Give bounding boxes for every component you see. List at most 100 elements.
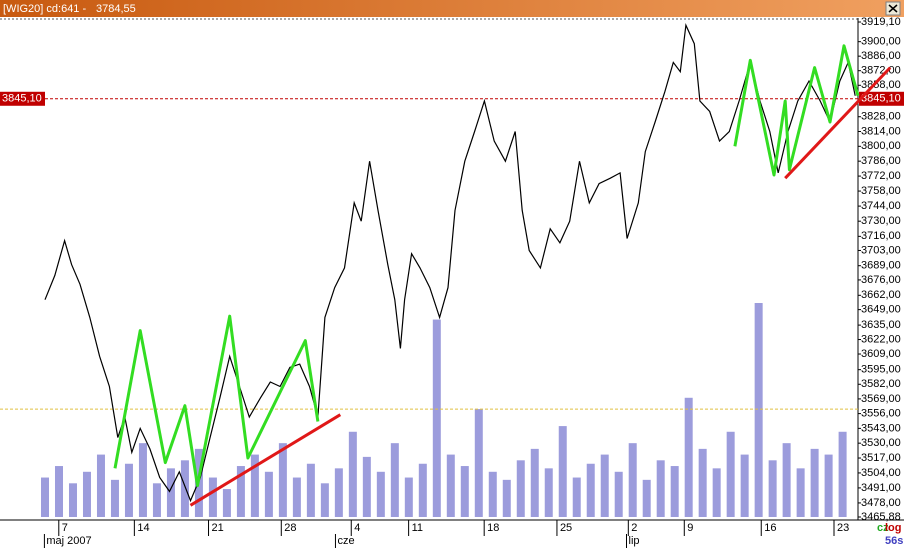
volume-bar <box>810 448 819 517</box>
y-tick-label: 3919,10 <box>861 16 901 28</box>
volume-bar <box>138 443 147 517</box>
volume-bar <box>334 468 343 517</box>
level-label-box <box>0 91 45 106</box>
volume-bar <box>600 454 609 517</box>
volume-bar <box>488 471 497 517</box>
level-label: 3845,10 <box>861 93 901 105</box>
volume-bar <box>432 319 441 517</box>
y-tick-label: 3858,00 <box>861 79 901 91</box>
y-tick-label: 3800,00 <box>861 140 901 152</box>
title-bar <box>0 0 904 17</box>
y-tick-label: 3635,00 <box>861 319 901 331</box>
y-tick-label: 3504,00 <box>861 467 901 479</box>
trend-line <box>113 314 320 488</box>
y-tick-label: 3609,00 <box>861 348 901 360</box>
volume-bar <box>628 443 637 517</box>
month-label: maj 2007 <box>46 535 91 547</box>
level-label: 3845,10 <box>2 93 42 105</box>
volume-bar <box>152 483 161 517</box>
volume-bar <box>96 454 105 517</box>
y-tick-label: 3703,00 <box>861 244 901 256</box>
volume-bar <box>642 479 651 517</box>
volume-bar <box>726 431 735 517</box>
y-tick-label: 3716,00 <box>861 230 901 242</box>
volume-bar <box>474 409 483 517</box>
x-tick-label: 23 <box>837 522 849 534</box>
status-label: 56s <box>885 535 903 547</box>
volume-bar <box>460 466 469 517</box>
volume-bar <box>236 466 245 517</box>
y-tick-label: 3689,00 <box>861 260 901 272</box>
x-tick-label: 7 <box>62 522 68 534</box>
y-tick-label: 3872,00 <box>861 65 901 77</box>
volume-bar <box>264 471 273 517</box>
y-tick-label: 3556,00 <box>861 408 901 420</box>
volume-bar <box>558 426 567 517</box>
y-tick-label: 3530,00 <box>861 437 901 449</box>
trend-line <box>733 44 860 177</box>
y-tick-label: 3730,00 <box>861 215 901 227</box>
y-tick-label: 3517,00 <box>861 452 901 464</box>
volume-bar <box>82 471 91 517</box>
x-tick-label: 21 <box>212 522 224 534</box>
volume-bar <box>684 397 693 517</box>
volume-bar <box>208 477 217 517</box>
volume-bar <box>698 448 707 517</box>
volume-bar <box>768 460 777 517</box>
x-tick-label: 2 <box>631 522 637 534</box>
y-tick-label: 3772,00 <box>861 170 901 182</box>
x-tick-label: 25 <box>560 522 572 534</box>
y-tick-label: 3886,00 <box>861 50 901 62</box>
volume-bar <box>782 443 791 517</box>
x-tick-label: 18 <box>487 522 499 534</box>
status-label: cz <box>877 522 889 534</box>
y-tick-label: 3649,00 <box>861 304 901 316</box>
close-icon <box>888 4 898 13</box>
volume-bar <box>110 479 119 517</box>
y-tick-label: 3744,00 <box>861 200 901 212</box>
volume-bar <box>670 466 679 517</box>
volume-bar <box>572 477 581 517</box>
y-tick-label: 3758,00 <box>861 185 901 197</box>
trend-line <box>189 413 342 507</box>
volume-bar <box>390 443 399 517</box>
volume-bar <box>754 303 763 517</box>
volume-bar <box>824 454 833 517</box>
volume-bar <box>544 468 553 517</box>
y-tick-label: 3662,00 <box>861 289 901 301</box>
volume-bar <box>250 454 259 517</box>
volume-bar <box>740 454 749 517</box>
x-tick-label: 16 <box>764 522 776 534</box>
volume-bar <box>530 448 539 517</box>
y-tick-label: 3676,00 <box>861 274 901 286</box>
x-tick-label: 11 <box>412 522 423 534</box>
volume-bar <box>222 489 231 517</box>
y-tick-label: 3465,88 <box>861 511 901 523</box>
volume-bar <box>41 477 49 517</box>
x-tick-label: 9 <box>687 522 693 534</box>
price-line <box>44 23 856 503</box>
y-tick-label: 3786,00 <box>861 155 901 167</box>
status-label: log <box>885 522 902 534</box>
plot: 3845,10 3845,10 3919,10 3900,00 3886,00 3872,… <box>0 16 904 548</box>
volume-bar <box>68 483 77 517</box>
volume-bar <box>586 463 595 517</box>
window-title: [WIG20] cd:641 - <box>3 3 86 15</box>
x-tick-label: 4 <box>354 522 360 534</box>
volume-bar <box>278 443 287 517</box>
x-tick-label: 14 <box>137 522 149 534</box>
volume-bar <box>306 463 315 517</box>
volume-bar <box>292 477 301 517</box>
volume-bar <box>516 460 525 517</box>
volume-bar <box>656 460 665 517</box>
volume-bar <box>796 468 805 517</box>
y-tick-label: 3622,00 <box>861 333 901 345</box>
volume-bar <box>166 468 175 517</box>
volume-bar <box>362 456 371 517</box>
volume-bar <box>320 483 329 517</box>
volume-bar <box>180 460 189 517</box>
volume-bar <box>712 468 721 517</box>
volume-bar <box>838 431 847 517</box>
volume-bar <box>404 477 413 517</box>
